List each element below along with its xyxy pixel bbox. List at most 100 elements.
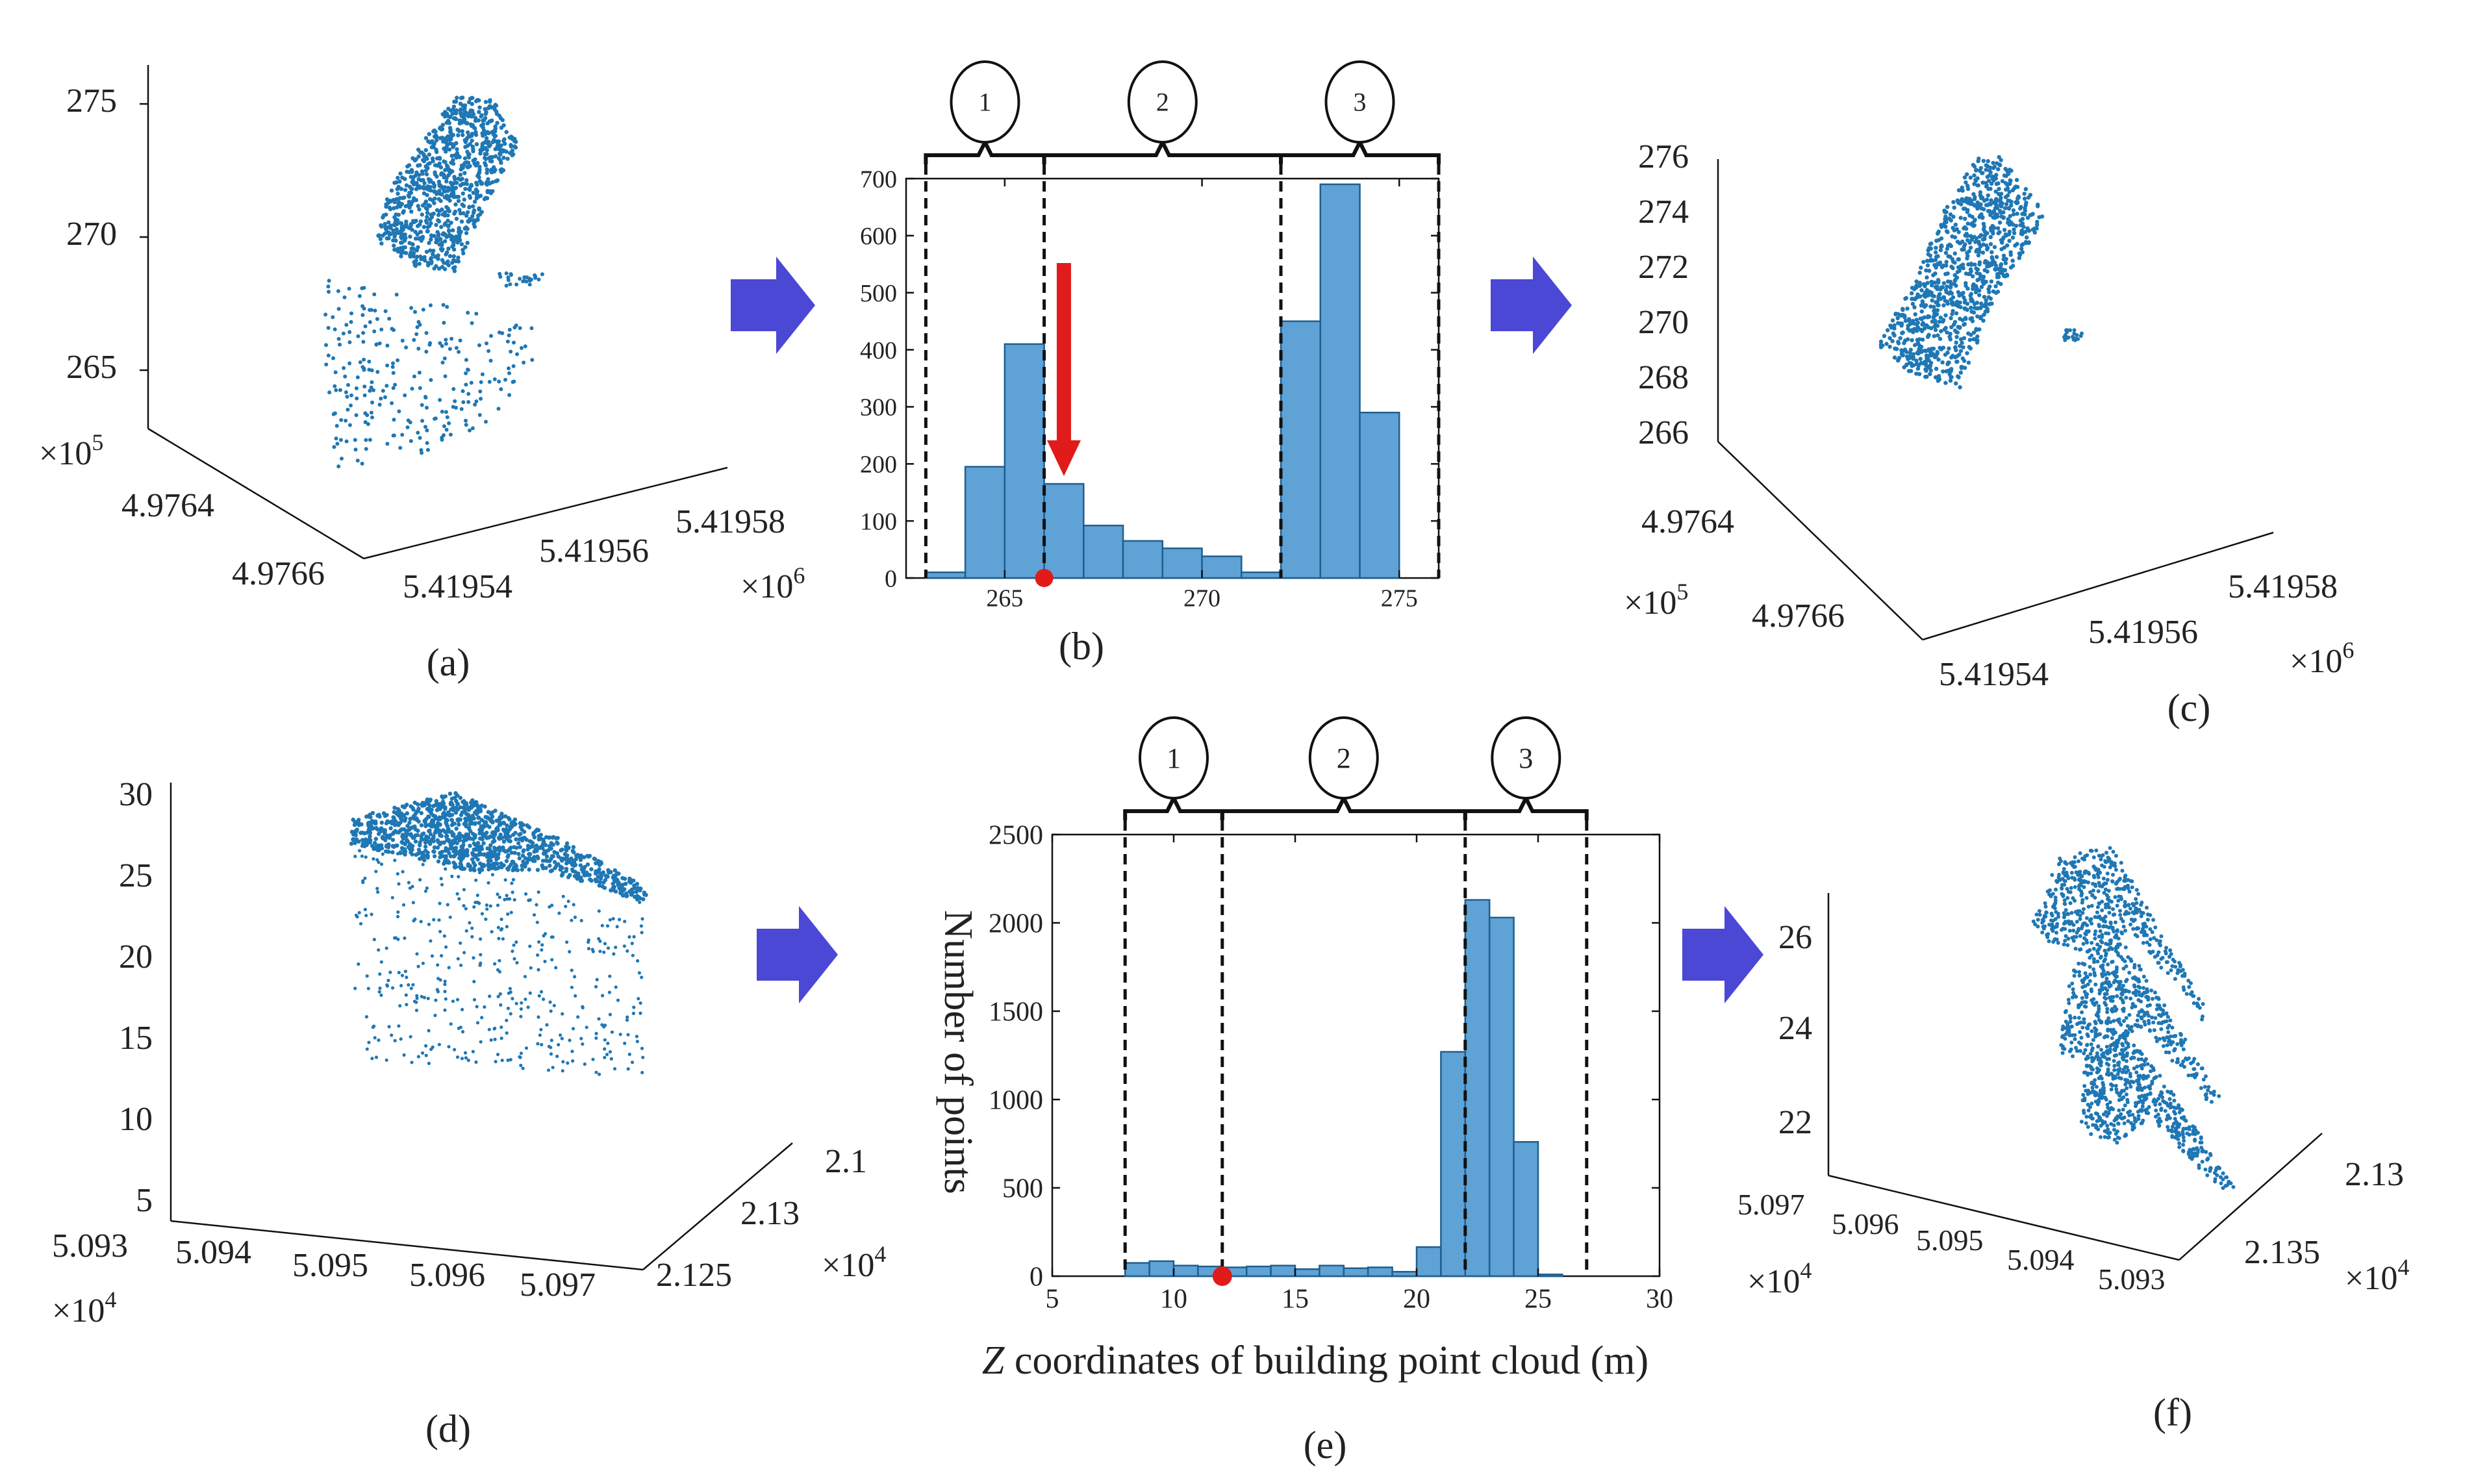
segment-number: 1 [979, 88, 992, 117]
panel-a-x-exponent: ×105 [39, 429, 103, 472]
panel-c-x-tick: 4.9764 [1641, 503, 1734, 540]
panel-c-z-tick: 276 [1638, 138, 1689, 175]
histogram-bar [1281, 321, 1320, 578]
panel-d: 30 25 20 15 10 5 5.093 5.094 5.095 5.096… [52, 776, 886, 1450]
segment-brace [1465, 798, 1587, 820]
panel-c-y-tick: 5.41956 [2088, 614, 2198, 651]
panel-c-y-exponent: ×106 [2290, 637, 2354, 680]
panel-c-label: (c) [2167, 686, 2211, 729]
histogram-bar [1246, 1266, 1270, 1276]
panel-c-z-tick: 270 [1638, 304, 1689, 341]
panel-f-y-exponent: ×104 [2345, 1254, 2409, 1297]
histogram-bar [1538, 1274, 1562, 1276]
panel-a-z-tick: 265 [66, 349, 117, 386]
x-tick-label: 270 [1183, 585, 1220, 612]
panel-d-points [349, 791, 648, 1076]
panel-a-points [323, 95, 544, 468]
x-tick-label: 5 [1046, 1284, 1059, 1314]
histogram-bar [1123, 541, 1163, 578]
x-tick-label: 275 [1381, 585, 1418, 612]
histogram-bar [1005, 344, 1044, 578]
histogram-bar [926, 572, 965, 578]
panel-d-z-tick: 15 [119, 1020, 153, 1057]
histogram-bar [1393, 1272, 1417, 1276]
flow-arrow-icon [1491, 257, 1572, 354]
panel-c-y-tick: 5.41958 [2228, 568, 2338, 605]
panel-d-x-tick: 5.095 [292, 1247, 368, 1284]
y-tick-label: 200 [860, 451, 897, 479]
panel-c-x-exponent: ×105 [1624, 579, 1688, 622]
histogram-bar [1125, 1263, 1149, 1276]
y-tick-label: 500 [860, 280, 897, 307]
histogram-bar [1150, 1261, 1174, 1276]
segment-brace [1125, 798, 1222, 820]
panel-e-y-axis-title: Number of points [936, 910, 980, 1194]
panel-f-x-tick: 5.096 [1832, 1207, 1899, 1240]
panel-f-x-tick: 5.095 [1916, 1224, 1984, 1257]
panel-d-z-tick: 10 [119, 1101, 153, 1138]
panel-a-x-tick: 4.9766 [232, 555, 325, 592]
panel-c-y-tick: 5.41954 [1939, 656, 2049, 693]
x-tick-label: 10 [1160, 1284, 1187, 1314]
panel-d-x-tick: 5.097 [520, 1266, 596, 1303]
threshold-point [1035, 569, 1054, 587]
segment-number: 1 [1167, 742, 1181, 774]
y-tick-label: 1500 [989, 998, 1043, 1027]
histogram-bar [1083, 525, 1123, 578]
panel-f-z-tick: 24 [1778, 1010, 1812, 1047]
y-tick-label: 0 [1030, 1263, 1043, 1292]
panel-a-y-tick: 5.41958 [676, 503, 785, 540]
panel-d-y-tick: 2.125 [656, 1257, 732, 1294]
panel-a-z-tick: 270 [66, 216, 117, 253]
panel-a-y-tick: 5.41956 [539, 533, 649, 570]
y-tick-label: 300 [860, 394, 897, 421]
histogram-bar [965, 467, 1005, 578]
panel-d-y-exponent: ×104 [822, 1241, 886, 1284]
histogram-bar [1417, 1247, 1441, 1276]
segment-brace [1222, 798, 1465, 820]
segment-brace [1044, 142, 1281, 164]
panel-f-x-exponent: ×104 [1747, 1257, 1812, 1300]
histogram-bar [1044, 484, 1084, 578]
flow-arrow-icon [757, 906, 838, 1003]
histogram-bar [1360, 412, 1400, 578]
histogram-bar [1320, 184, 1360, 578]
segment-number: 3 [1519, 742, 1533, 774]
panel-a-y-tick: 5.41954 [403, 568, 512, 605]
x-tick-label: 25 [1524, 1284, 1552, 1314]
histogram-bar [1465, 900, 1489, 1276]
panel-d-z-tick: 30 [119, 776, 153, 813]
histogram-bar [1295, 1269, 1319, 1276]
panel-d-y-tick: 2.13 [740, 1195, 800, 1232]
panel-b-label: (b) [1059, 625, 1104, 668]
panel-d-z-tick: 5 [136, 1182, 153, 1219]
histogram-bar [1344, 1268, 1368, 1276]
panel-a-y-exponent: ×106 [740, 562, 805, 605]
panel-c-x-tick: 4.9766 [1752, 597, 1845, 635]
panel-f: 26 24 22 5.097 5.096 5.095 5.094 5.093 ×… [1737, 846, 2409, 1434]
y-tick-label: 700 [860, 166, 897, 193]
panel-a-z-tick: 275 [66, 82, 117, 119]
x-tick-label: 265 [986, 585, 1023, 612]
panel-f-points [2032, 846, 2236, 1190]
panel-c-z-tick: 274 [1638, 194, 1689, 231]
histogram-bar [1441, 1052, 1465, 1276]
panel-d-y-tick: 2.1 [825, 1143, 867, 1180]
y-tick-label: 500 [1002, 1174, 1043, 1204]
panel-e-x-axis-title: Z coordinates of building point cloud (m… [982, 1339, 1649, 1383]
segment-number: 2 [1337, 742, 1351, 774]
panel-d-z-tick: 20 [119, 938, 153, 975]
histogram-bar [1489, 918, 1513, 1276]
histogram-bar [1368, 1267, 1392, 1276]
panel-d-x-tick: 5.096 [409, 1257, 485, 1294]
x-tick-label: 30 [1646, 1284, 1673, 1314]
panel-d-label: (d) [425, 1407, 471, 1450]
panel-c-z-tick: 272 [1638, 249, 1689, 286]
panel-e-plot-frame [1052, 835, 1660, 1276]
panel-f-x-tick: 5.097 [1737, 1188, 1805, 1221]
panel-c-z-tick: 268 [1638, 359, 1689, 396]
histogram-bar [1202, 557, 1242, 578]
